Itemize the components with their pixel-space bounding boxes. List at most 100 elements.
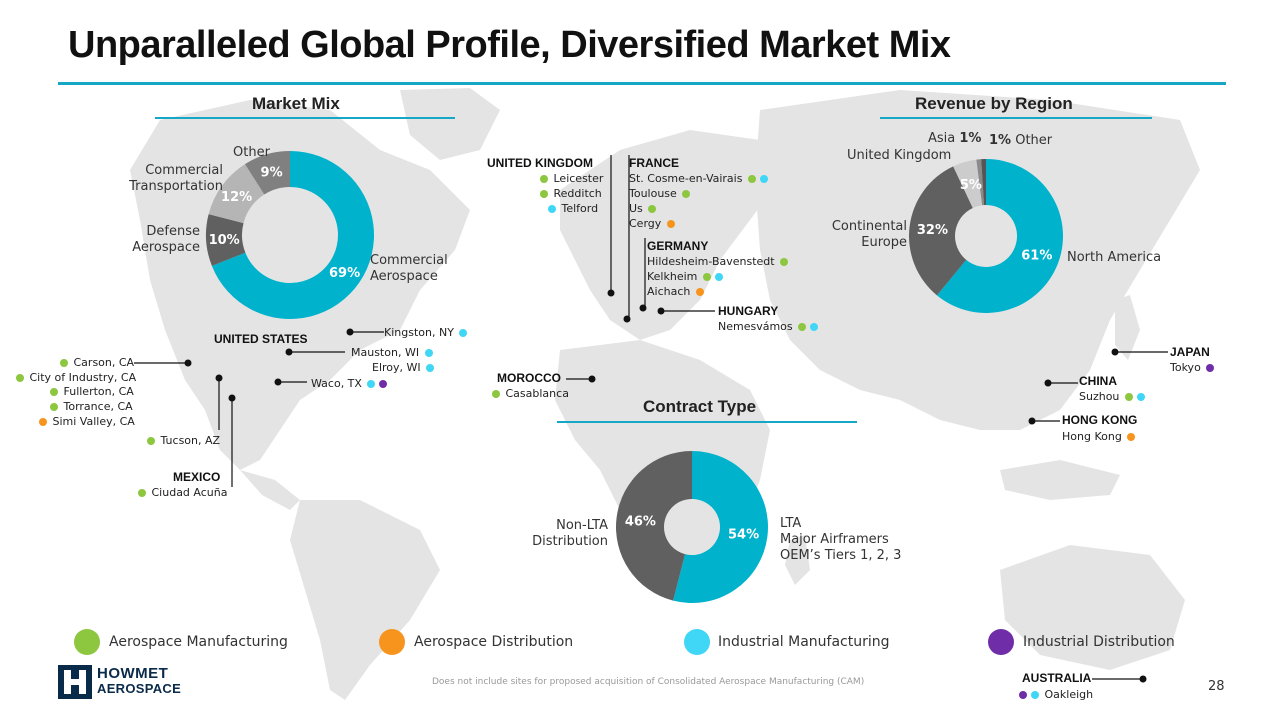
city-us: Us [629, 201, 658, 216]
revenue-by-region-title: Revenue by Region [915, 94, 1073, 113]
industrial-manufacturing-dot [714, 273, 723, 281]
legend-swatch-aerospace-distribution [379, 629, 405, 655]
contract-slice [673, 451, 768, 603]
city-tokyo: Tokyo [1170, 360, 1216, 375]
city-kingston: Kingston, NY [384, 325, 469, 340]
aerospace-manufacturing-dot [492, 390, 500, 398]
title-underline [58, 82, 1226, 85]
market-mix-pct-label: 69% [329, 266, 360, 281]
city-hildesheim-bavenstedt: Hildesheim-Bavenstedt [647, 254, 790, 269]
region-label-continental-europe: Continental Europe [831, 219, 907, 250]
aerospace-manufacturing-dot [540, 175, 548, 183]
industrial-manufacturing-dot [424, 349, 433, 357]
market-mix-pct-label: 9% [261, 166, 283, 181]
legend-swatch-aerospace-manufacturing [74, 629, 100, 655]
country-united-states: UNITED STATES [214, 332, 308, 346]
contract-type-title: Contract Type [643, 397, 757, 416]
industrial-manufacturing-dot [426, 364, 435, 372]
city-leicester: Leicester [538, 171, 603, 186]
industrial-distribution-dot [1019, 691, 1027, 699]
aerospace-manufacturing-dot [798, 323, 807, 331]
howmet-logo-icon [58, 665, 92, 699]
aerospace-manufacturing-dot [138, 489, 146, 497]
region-label-other: 1% Other [989, 133, 1053, 148]
contract-slice [615, 451, 692, 601]
country-france: FRANCE [629, 156, 679, 170]
city-redditch: Redditch [538, 186, 602, 201]
city-waco: Waco, TX [311, 376, 389, 391]
aerospace-manufacturing-dot [16, 374, 24, 382]
city-oakleigh: Oakleigh [1017, 687, 1093, 702]
contract-label-lta: LTA Major Airframers OEM’s Tiers 1, 2, 3 [780, 516, 902, 563]
market-mix-slice [208, 164, 265, 224]
aerospace-manufacturing-dot [50, 403, 58, 411]
city-suzhou: Suzhou [1079, 389, 1147, 404]
region-label-north-america: North America [1067, 250, 1162, 265]
country-hungary: HUNGARY [718, 304, 779, 318]
aerospace-manufacturing-dot [780, 258, 789, 266]
city-fullerton: Fullerton, CA [48, 384, 134, 399]
legend-label-industrial-manufacturing: Industrial Manufacturing [718, 634, 890, 650]
aerospace-manufacturing-dot [747, 175, 756, 183]
aerospace-manufacturing-dot [540, 190, 548, 198]
aerospace-distribution-dot [666, 220, 675, 228]
country-germany: GERMANY [647, 239, 709, 253]
country-united-kingdom: UNITED KINGDOM [487, 156, 593, 170]
city-carson: Carson, CA [58, 355, 134, 370]
revenue-by-region-donut: 61% 32% 5% [909, 159, 1063, 313]
region-slice [976, 159, 985, 206]
region-slice [981, 159, 986, 206]
city-simi-valley: Simi Valley, CA [37, 414, 135, 429]
region-slice [909, 166, 973, 296]
legend-swatch-industrial-distribution [988, 629, 1014, 655]
legend-label-industrial-distribution: Industrial Distribution [1023, 634, 1175, 650]
market-mix-slice [206, 214, 246, 266]
region-pct-label: 32% [917, 223, 948, 238]
legend-label-aerospace-manufacturing: Aerospace Manufacturing [109, 634, 288, 650]
market-mix-slice [244, 151, 290, 195]
aerospace-manufacturing-dot [1124, 393, 1133, 401]
city-casablanca: Casablanca [490, 386, 569, 401]
aerospace-manufacturing-dot [60, 359, 68, 367]
market-mix-slice [211, 151, 374, 319]
city-toulouse: Toulouse [629, 186, 692, 201]
market-mix-pct-label: 12% [221, 190, 252, 205]
industrial-distribution-dot [379, 380, 388, 388]
country-morocco: MOROCCO [497, 371, 561, 385]
city-torrance: Torrance, CA [48, 399, 133, 414]
market-mix-pct-label: 10% [209, 233, 240, 248]
region-pct-label: 61% [1021, 248, 1052, 263]
aerospace-manufacturing-dot [648, 205, 657, 213]
market-mix-label-commercial-aerospace: Commercial Aerospace [370, 253, 448, 284]
industrial-distribution-dot [1206, 364, 1215, 372]
market-mix-title: Market Mix [252, 94, 340, 113]
market-mix-label-defense-aerospace: Defense Aerospace [132, 224, 200, 255]
aerospace-distribution-dot [695, 288, 704, 296]
market-mix-label-other: Other [233, 145, 270, 160]
region-label-united-kingdom: United Kingdom [847, 148, 952, 163]
market-mix-rule [155, 117, 455, 119]
aerospace-manufacturing-dot [682, 190, 691, 198]
aerospace-manufacturing-dot [147, 437, 155, 445]
country-japan: JAPAN [1170, 345, 1210, 359]
country-mexico: MEXICO [173, 470, 221, 484]
contract-label-non-lta: Non-LTA Distribution [532, 518, 608, 549]
industrial-manufacturing-dot [810, 323, 819, 331]
aerospace-manufacturing-dot [702, 273, 711, 281]
region-label-asia: Asia 1% [928, 131, 982, 146]
city-st-cosme-en-vairais: St. Cosme-en-Vairais [629, 171, 770, 186]
city-aichach: Aichach [647, 284, 706, 299]
city-hong-kong: Hong Kong [1062, 429, 1137, 444]
city-cergy: Cergy [629, 216, 677, 231]
industrial-manufacturing-dot [367, 380, 376, 388]
revenue-by-region-rule [880, 117, 1152, 119]
city-kelkheim: Kelkheim [647, 269, 725, 284]
region-slice [953, 159, 983, 208]
city-ciudad-acuna: Ciudad Acuña [136, 485, 227, 500]
footnote: Does not include sites for proposed acqu… [432, 677, 865, 687]
contract-type-rule [557, 421, 857, 423]
contract-type-donut: 54% 46% [615, 451, 768, 603]
city-mauston: Mauston, WI [351, 345, 435, 360]
legend-label-aerospace-distribution: Aerospace Distribution [414, 634, 574, 650]
city-nemesvamos: Nemesvámos [718, 319, 820, 334]
